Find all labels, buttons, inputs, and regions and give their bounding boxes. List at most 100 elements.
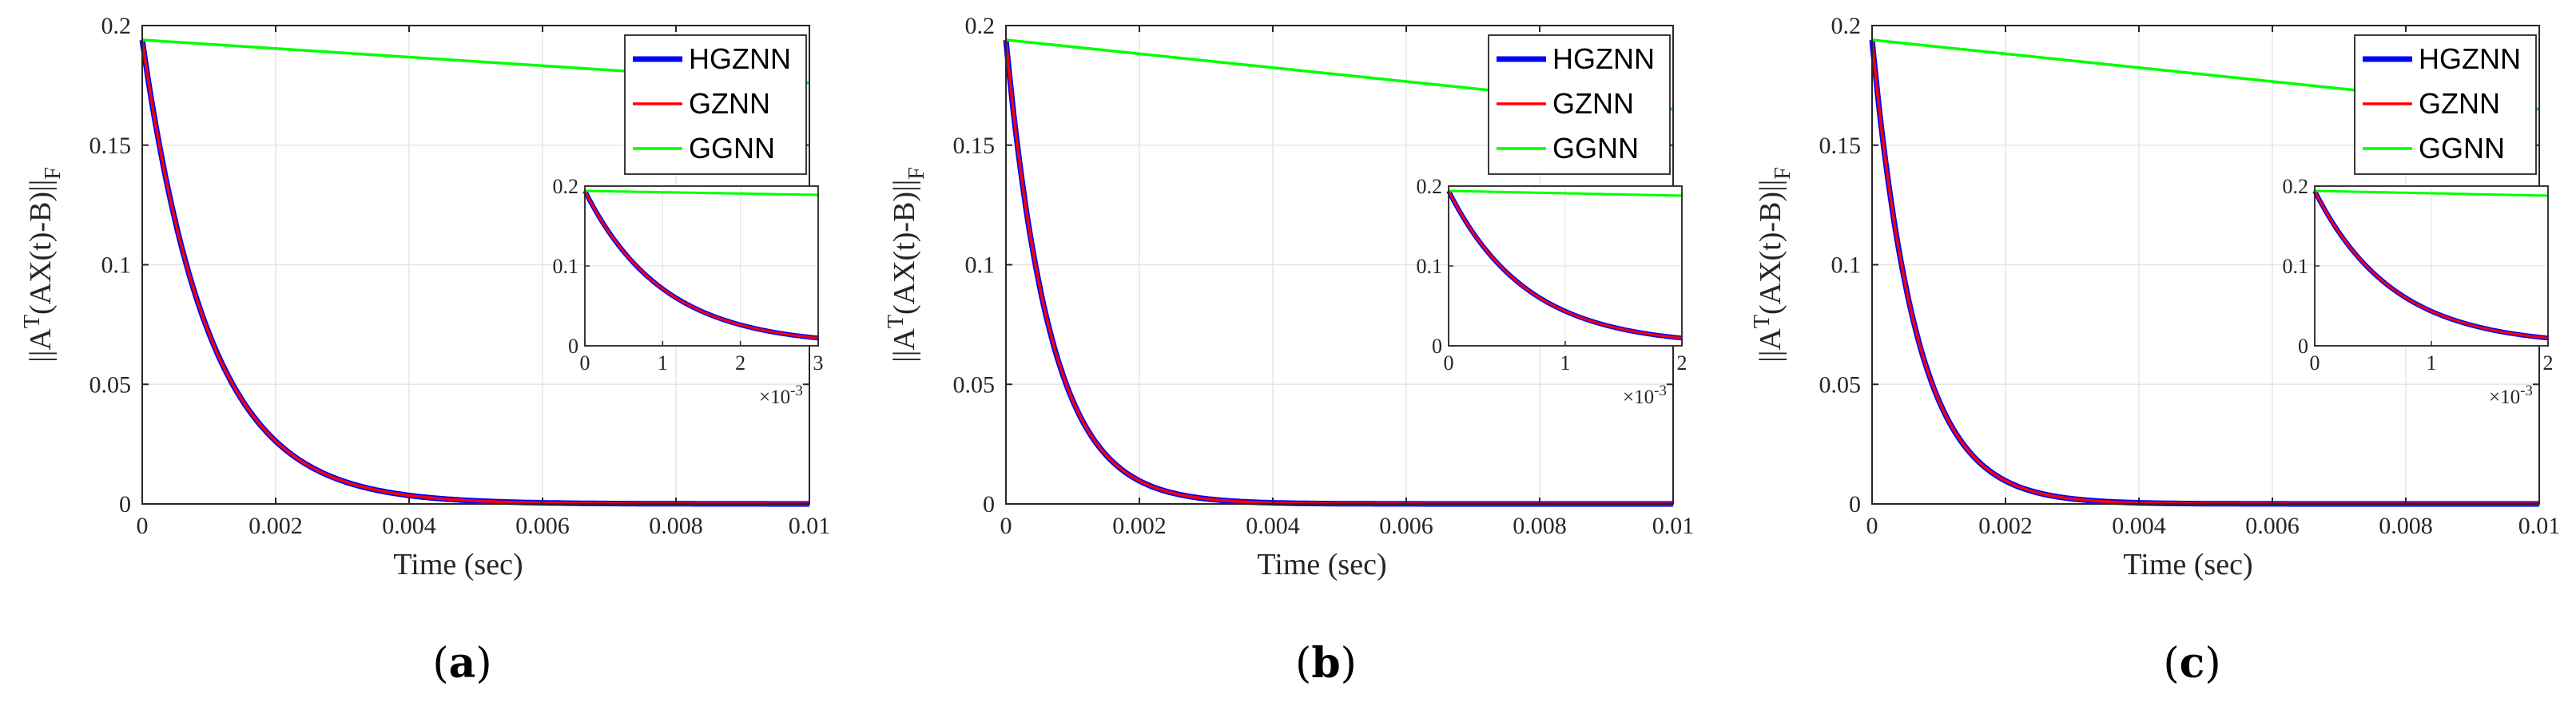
caption-open: (	[2163, 640, 2179, 688]
inset-series-line-gznn	[1447, 190, 1683, 339]
legend-label-ggnn: GGNN	[1552, 132, 1639, 165]
x-axis-label: Time (sec)	[1257, 548, 1386, 581]
y-tick-label: 0.1	[1831, 252, 1862, 279]
x-tick-label: 0.002	[1112, 513, 1167, 539]
y-axis-label: ||AT(AX(t)-B)||F	[20, 167, 66, 363]
panel-1: 0 0.002 0.004 0.006 0.008 0.01 0 0.05 0.1 0.15 0.2…	[884, 13, 1694, 688]
y-axis-label-part: ||A	[24, 328, 58, 363]
legend-label-hgznn: HGZNN	[689, 42, 791, 75]
inset-x-tick-label: 0	[1444, 351, 1454, 375]
x-tick-label: 0.002	[248, 513, 303, 539]
y-tick-label: 0	[1849, 491, 1861, 518]
x-tick-label: 0	[1866, 513, 1878, 539]
y-tick-label: 0.1	[101, 252, 132, 279]
x-tick-label: 0.008	[2379, 513, 2433, 539]
x-tick-label: 0.002	[1978, 513, 2033, 539]
x-tick-label: 0.006	[2245, 513, 2300, 539]
inset-x-tick-label: 0	[580, 351, 590, 375]
x-tick-label: 0.004	[2112, 513, 2166, 539]
x-tick-label: 0.01	[1652, 513, 1695, 539]
y-tick-label: 0.05	[953, 371, 996, 398]
y-tick-label: 0.2	[965, 13, 996, 39]
inset-y-tick-label: 0.1	[1417, 255, 1443, 278]
x-tick-label: 0	[137, 513, 149, 539]
panel-caption: (a)	[432, 639, 491, 688]
inset-series-line-ggnn	[585, 189, 818, 196]
x-axis-label: Time (sec)	[2123, 548, 2252, 581]
inset-x-tick-label: 3	[813, 351, 824, 375]
x-tick-label: 0.004	[1246, 513, 1300, 539]
y-axis-label-part: ||A	[1754, 328, 1787, 363]
legend-label-gznn: GZNN	[2419, 87, 2500, 120]
y-tick-label: 0	[983, 491, 995, 518]
x-axis-label: Time (sec)	[393, 548, 523, 581]
y-tick-label: 0.15	[89, 133, 132, 159]
inset-y-tick-label: 0.2	[2283, 175, 2309, 198]
y-tick-label: 0.05	[89, 371, 132, 398]
y-axis-label-part: F	[1771, 167, 1795, 180]
caption-close: )	[1341, 640, 1357, 688]
panel-caption: (b)	[1295, 639, 1357, 688]
inset-y-tick-label: 0	[568, 335, 578, 358]
caption-open: (	[432, 640, 448, 688]
panel-caption: (c)	[2163, 639, 2220, 688]
y-tick-label: 0.15	[953, 133, 996, 159]
y-axis-label-part: ||A	[888, 328, 921, 363]
x-tick-label: 0.008	[649, 513, 703, 539]
x-tick-label: 0.006	[515, 513, 570, 539]
inset-series-line-gznn	[2313, 190, 2549, 339]
inset-x-tick-label: 2	[2543, 351, 2554, 375]
legend: HGZNN GZNN GGNN	[624, 34, 807, 175]
inset-multiplier: ×10-3	[1623, 383, 1667, 408]
caption-letter: b	[1311, 639, 1340, 688]
caption-letter: a	[449, 639, 476, 688]
y-tick-label: 0	[119, 491, 131, 518]
y-axis-label-part: F	[904, 167, 929, 180]
y-tick-label: 0.15	[1819, 133, 1862, 159]
inset-multiplier-exp: -3	[2520, 383, 2533, 399]
x-tick-label: 0.006	[1379, 513, 1433, 539]
y-axis-label-part: (AX(t)-B)||	[24, 180, 58, 315]
x-tick-label: 0.004	[382, 513, 436, 539]
y-axis-label-part: (AX(t)-B)||	[1754, 180, 1787, 315]
x-tick-label: 0	[1000, 513, 1012, 539]
inset-x-tick-label: 2	[735, 351, 745, 375]
inset-multiplier-base: ×10	[759, 387, 790, 408]
y-axis-label: ||AT(AX(t)-B)||F	[1750, 167, 1795, 363]
inset-multiplier-base: ×10	[2489, 387, 2520, 408]
inset-plot: 0 1 2 3 0 0.1 0.2 ×10-3	[553, 175, 824, 408]
inset-x-tick-label: 1	[2427, 351, 2437, 375]
legend-label-gznn: GZNN	[689, 87, 770, 120]
y-tick-label: 0.2	[1831, 13, 1862, 39]
legend: HGZNN GZNN GGNN	[1488, 34, 1671, 175]
y-axis-label: ||AT(AX(t)-B)||F	[884, 167, 929, 363]
legend-label-hgznn: HGZNN	[2419, 42, 2521, 75]
x-tick-label: 0.01	[2518, 513, 2561, 539]
inset-y-tick-label: 0	[1432, 335, 1442, 358]
inset-series-line-ggnn	[1449, 189, 1682, 197]
caption-letter: c	[2180, 639, 2205, 688]
inset-x-tick-label: 1	[658, 351, 668, 375]
inset-y-tick-label: 0.2	[1417, 175, 1443, 198]
inset-y-tick-label: 0.1	[2283, 255, 2309, 278]
inset-x-tick-label: 1	[1560, 351, 1571, 375]
panel-0: 0 0.002 0.004 0.006 0.008 0.01 0 0.05 0.1 0.15 0.2…	[20, 13, 830, 688]
inset-y-tick-label: 0	[2298, 335, 2308, 358]
y-axis-label-part: T	[1750, 315, 1775, 328]
inset-series-line-ggnn	[2315, 189, 2548, 197]
inset-multiplier-exp: -3	[1654, 383, 1667, 399]
inset-multiplier-base: ×10	[1623, 387, 1654, 408]
legend-label-hgznn: HGZNN	[1552, 42, 1655, 75]
legend-label-ggnn: GGNN	[689, 132, 775, 165]
inset-y-tick-label: 0.1	[553, 255, 579, 278]
inset-multiplier-exp: -3	[790, 383, 803, 399]
y-axis-label-part: (AX(t)-B)||	[888, 180, 921, 315]
inset-plot: 0 1 2 0 0.1 0.2 ×10-3	[1417, 175, 1688, 408]
inset-plot: 0 1 2 0 0.1 0.2 ×10-3	[2283, 175, 2554, 408]
x-tick-label: 0.008	[1513, 513, 1567, 539]
caption-open: (	[1295, 640, 1311, 688]
y-tick-label: 0.2	[101, 13, 132, 39]
caption-close: )	[2204, 640, 2220, 688]
x-tick-label: 0.01	[789, 513, 831, 539]
y-axis-label-part: T	[20, 315, 45, 328]
